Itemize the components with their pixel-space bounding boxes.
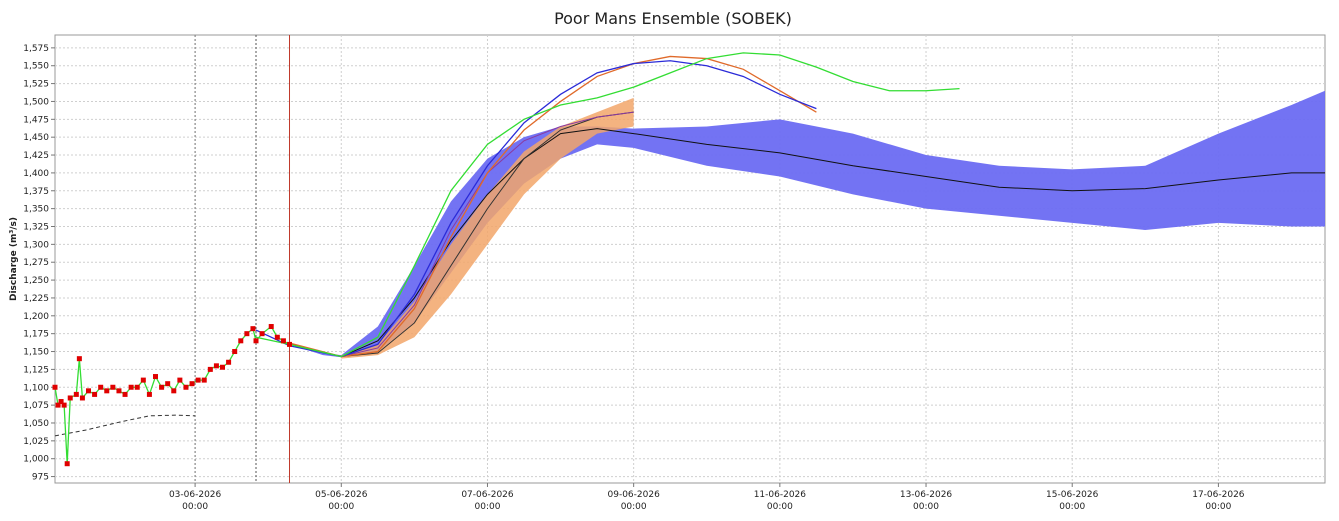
plot-area <box>54 34 1326 484</box>
observation-marker <box>244 331 250 337</box>
x-tick-label: 13-06-2026 00:00 <box>900 490 953 512</box>
x-tick-label: 05-06-2026 00:00 <box>315 490 368 512</box>
observation-marker <box>220 364 226 370</box>
observation-marker <box>140 377 146 383</box>
observation-marker <box>274 334 280 340</box>
y-tick-label: 1,175 <box>23 330 49 340</box>
observation-marker <box>207 366 213 372</box>
observation-marker <box>104 388 110 394</box>
y-tick-label: 1,375 <box>23 187 49 197</box>
observation-marker <box>116 388 122 394</box>
chart-title: Poor Mans Ensemble (SOBEK) <box>554 9 792 28</box>
observation-marker <box>76 356 82 362</box>
observation-marker <box>134 384 140 390</box>
observation-marker <box>86 388 92 394</box>
y-tick-label: 975 <box>32 473 49 483</box>
y-tick-label: 1,575 <box>23 44 49 54</box>
y-tick-label: 1,225 <box>23 294 49 304</box>
observation-marker <box>52 384 58 390</box>
observation-marker <box>183 384 189 390</box>
ensemble-band <box>341 97 634 359</box>
observation-marker <box>55 402 61 408</box>
y-tick-label: 1,000 <box>23 455 49 465</box>
observation-marker <box>195 377 201 383</box>
y-tick-label: 1,150 <box>23 348 49 358</box>
observation-marker <box>73 391 79 397</box>
x-tick-label: 17-06-2026 00:00 <box>1192 490 1245 512</box>
observation-marker <box>259 331 265 337</box>
observation-marker <box>189 381 195 387</box>
y-tick-label: 1,500 <box>23 97 49 107</box>
x-tick-label: 07-06-2026 00:00 <box>461 490 514 512</box>
series-line <box>289 128 1325 358</box>
y-tick-label: 1,550 <box>23 62 49 72</box>
observation-marker <box>128 384 134 390</box>
observation-marker <box>110 384 116 390</box>
observation-marker <box>165 381 171 387</box>
observation-marker <box>238 338 244 344</box>
observation-marker <box>92 391 98 397</box>
observation-marker <box>213 363 219 369</box>
x-tick-label: 11-06-2026 00:00 <box>754 490 807 512</box>
observation-marker <box>201 377 207 383</box>
y-tick-label: 1,025 <box>23 437 49 447</box>
y-tick-label: 1,050 <box>23 419 49 429</box>
observation-marker <box>280 338 286 344</box>
observation-marker <box>67 395 73 401</box>
series-line <box>255 52 960 358</box>
observation-marker <box>98 384 104 390</box>
y-tick-label: 1,075 <box>23 401 49 411</box>
observation-marker <box>159 384 165 390</box>
y-axis-label: Discharge (m³/s) <box>9 217 19 301</box>
observation-marker <box>250 326 256 332</box>
y-tick-label: 1,450 <box>23 133 49 143</box>
y-tick-label: 1,325 <box>23 222 49 232</box>
observation-marker <box>232 349 238 355</box>
y-tick-label: 1,250 <box>23 276 49 286</box>
y-tick-label: 1,350 <box>23 205 49 215</box>
observation-marker <box>79 395 85 401</box>
observation-marker <box>122 391 128 397</box>
series-line <box>255 60 817 358</box>
observation-marker <box>64 461 70 467</box>
observation-marker <box>253 338 259 344</box>
y-tick-label: 1,125 <box>23 365 49 375</box>
observation-marker <box>268 324 274 330</box>
observation-marker <box>58 399 64 405</box>
y-tick-label: 1,200 <box>23 312 49 322</box>
y-tick-label: 1,425 <box>23 151 49 161</box>
series-line <box>341 111 634 358</box>
x-tick-label: 03-06-2026 00:00 <box>169 490 222 512</box>
series-line <box>289 55 817 358</box>
observation-marker <box>146 391 152 397</box>
observation-marker <box>61 402 67 408</box>
observation-marker <box>177 377 183 383</box>
y-tick-label: 1,525 <box>23 80 49 90</box>
observation-marker <box>226 359 232 365</box>
observation-marker <box>153 374 159 380</box>
series-line <box>54 414 196 437</box>
y-tick-label: 1,300 <box>23 240 49 250</box>
observation-marker <box>171 388 177 394</box>
y-tick-label: 1,400 <box>23 169 49 179</box>
x-tick-label: 15-06-2026 00:00 <box>1046 490 1099 512</box>
y-tick-label: 1,275 <box>23 258 49 268</box>
y-tick-label: 1,100 <box>23 383 49 393</box>
x-tick-label: 09-06-2026 00:00 <box>608 490 661 512</box>
observation-marker <box>287 341 293 347</box>
y-tick-label: 1,475 <box>23 115 49 125</box>
